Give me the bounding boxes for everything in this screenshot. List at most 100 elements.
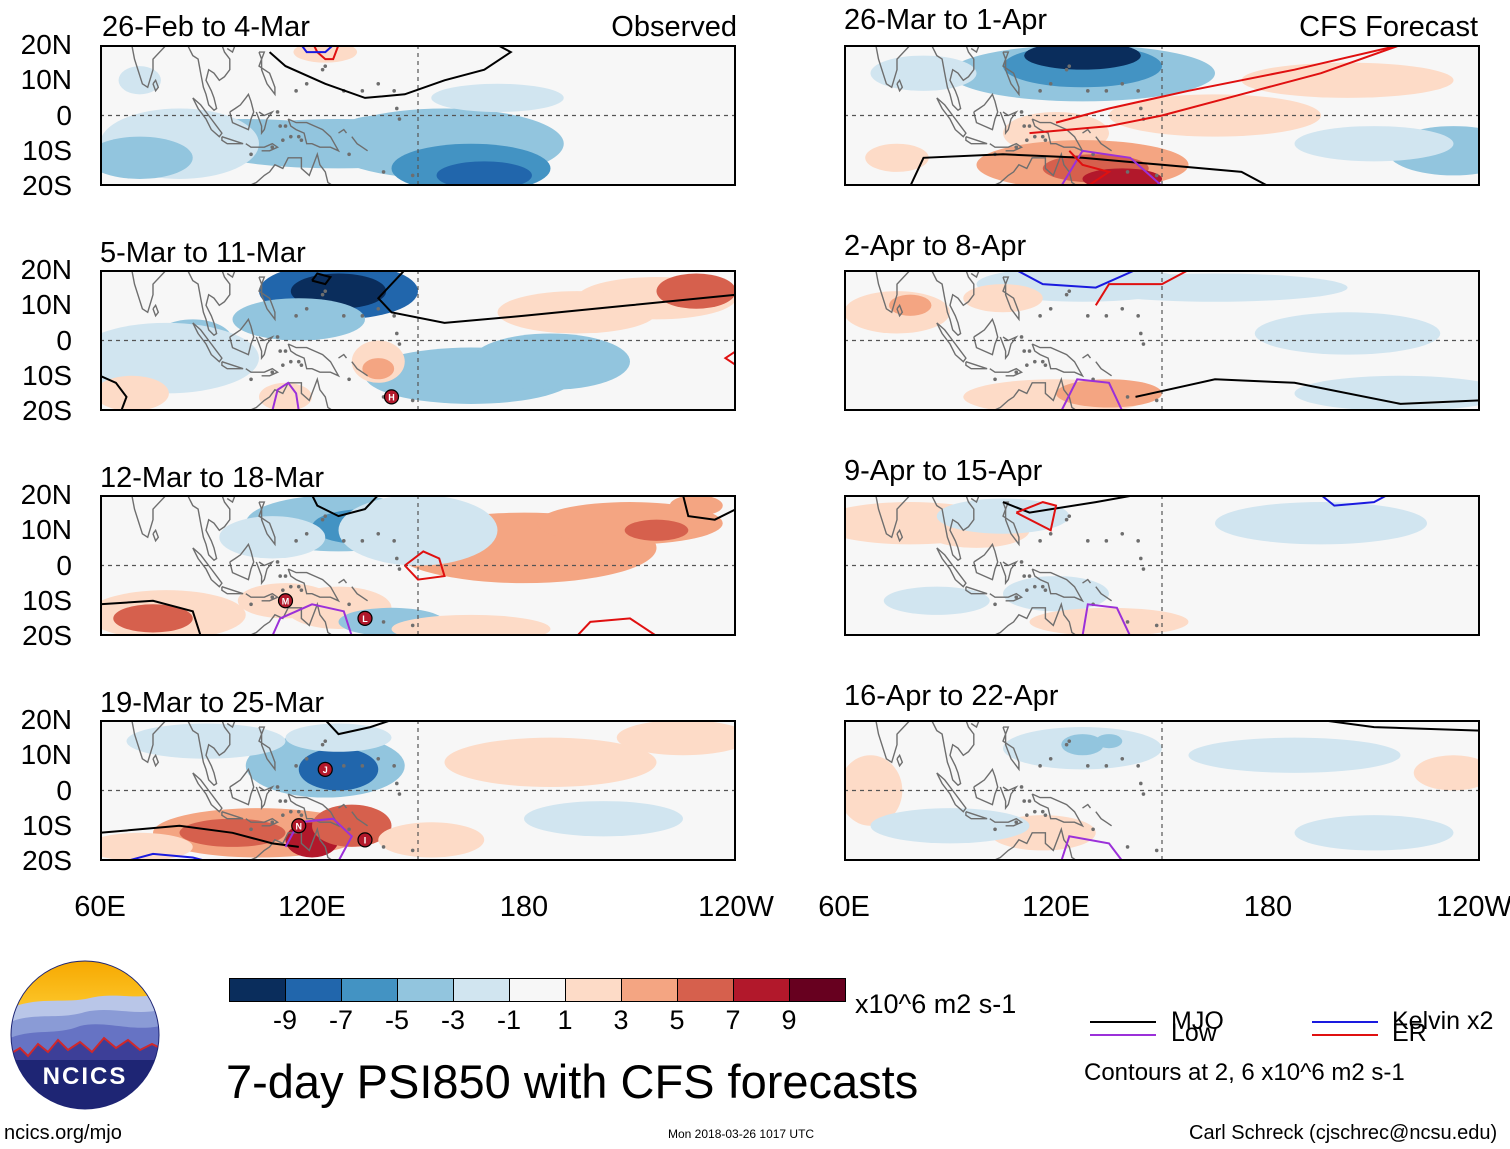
island bbox=[1125, 620, 1130, 624]
coastline bbox=[255, 335, 275, 361]
island bbox=[397, 342, 402, 346]
island bbox=[392, 314, 396, 318]
island bbox=[342, 314, 346, 318]
coastline bbox=[874, 45, 912, 89]
panel-title-7: 9-Apr to 15-Apr bbox=[844, 455, 1043, 487]
island bbox=[323, 64, 328, 68]
island bbox=[294, 764, 298, 768]
mjo-contour bbox=[100, 374, 128, 411]
coastline bbox=[1095, 361, 1112, 377]
low-contour bbox=[271, 381, 300, 411]
coastline bbox=[152, 303, 160, 318]
island bbox=[376, 306, 381, 311]
coastline bbox=[192, 547, 223, 588]
coastline bbox=[258, 276, 276, 322]
coastline bbox=[130, 45, 168, 89]
coastline bbox=[192, 97, 223, 138]
colorbar-swatch bbox=[454, 979, 510, 1001]
coastline bbox=[245, 367, 280, 377]
island bbox=[1139, 556, 1143, 561]
coastline bbox=[1002, 276, 1020, 322]
anomaly-region bbox=[338, 115, 418, 151]
island bbox=[304, 81, 309, 86]
lon-label-120w-right: 120W bbox=[1436, 891, 1510, 923]
island bbox=[1120, 306, 1125, 311]
storm-marker-j: J bbox=[317, 761, 333, 777]
coastline bbox=[896, 303, 904, 318]
storm-marker-m: M bbox=[277, 593, 294, 609]
island bbox=[283, 574, 288, 578]
island bbox=[1136, 89, 1140, 93]
island bbox=[395, 331, 399, 336]
coastline bbox=[874, 495, 912, 539]
coastline bbox=[896, 78, 904, 93]
lat-label: 10N bbox=[20, 739, 72, 770]
island bbox=[395, 556, 399, 561]
anomaly-region bbox=[1056, 379, 1162, 408]
coastline bbox=[186, 270, 231, 337]
island bbox=[1040, 584, 1045, 589]
lat-label: 20N bbox=[20, 479, 72, 510]
island bbox=[993, 827, 997, 832]
island bbox=[1064, 517, 1069, 522]
coastline bbox=[1082, 578, 1092, 584]
island bbox=[320, 292, 325, 297]
map-frame bbox=[844, 45, 1480, 186]
island bbox=[1025, 363, 1029, 367]
island bbox=[1136, 764, 1140, 768]
anomaly-region bbox=[883, 586, 990, 615]
coastline bbox=[351, 811, 368, 827]
lon-label-180-right: 180 bbox=[1243, 891, 1293, 923]
island bbox=[1064, 292, 1069, 297]
anomaly-region bbox=[378, 822, 485, 858]
island bbox=[1086, 314, 1090, 318]
anomaly-region bbox=[1061, 734, 1104, 756]
island bbox=[1120, 531, 1125, 536]
coastline bbox=[226, 45, 236, 54]
island bbox=[1027, 799, 1032, 803]
island bbox=[1136, 539, 1140, 543]
island bbox=[1027, 349, 1032, 353]
anomaly-region bbox=[524, 801, 683, 837]
coastline bbox=[930, 720, 975, 787]
island bbox=[323, 289, 328, 293]
ncics-logo: NCICS bbox=[10, 960, 160, 1110]
coastline bbox=[989, 367, 1024, 377]
anomaly-region bbox=[362, 358, 395, 380]
anomaly-region bbox=[285, 723, 392, 752]
island bbox=[376, 531, 381, 536]
island bbox=[1014, 595, 1019, 600]
anomaly-region bbox=[616, 720, 736, 756]
island bbox=[392, 764, 396, 768]
island bbox=[1048, 756, 1053, 761]
low-contour bbox=[1060, 835, 1124, 861]
island bbox=[1048, 531, 1053, 536]
coastline bbox=[255, 110, 275, 136]
island bbox=[1043, 138, 1048, 142]
coastline bbox=[351, 586, 368, 602]
map-panel-8 bbox=[844, 720, 1480, 861]
low-contour bbox=[271, 603, 353, 636]
low-contour bbox=[1060, 149, 1163, 186]
island bbox=[249, 377, 253, 382]
anomaly-region bbox=[1082, 168, 1162, 186]
island bbox=[275, 110, 280, 114]
island bbox=[275, 560, 280, 564]
colorbar-swatch bbox=[286, 979, 342, 1001]
mjo-contour bbox=[682, 495, 736, 521]
anomaly-region bbox=[431, 83, 564, 112]
er-contour bbox=[1094, 270, 1189, 306]
coastline bbox=[973, 767, 999, 806]
anomaly-region bbox=[1082, 273, 1348, 302]
island bbox=[993, 602, 997, 607]
colorbar-tick: -5 bbox=[384, 1005, 410, 1035]
panel-title-6: 2-Apr to 8-Apr bbox=[844, 230, 1027, 262]
legend-kelvin-label: Kelvin x2 bbox=[1392, 1007, 1494, 1035]
coastline bbox=[287, 343, 341, 378]
coastline bbox=[930, 270, 975, 337]
map-frame bbox=[100, 270, 736, 411]
coastline bbox=[1095, 586, 1112, 602]
footer-url[interactable]: ncics.org/mjo bbox=[4, 1122, 122, 1144]
mjo-contour bbox=[268, 45, 513, 99]
